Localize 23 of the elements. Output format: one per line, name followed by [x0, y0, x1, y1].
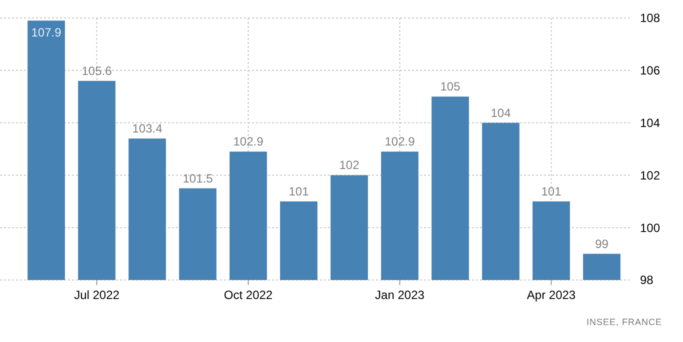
y-tick-label: 102: [640, 168, 660, 182]
y-tick-label: 106: [640, 64, 660, 78]
y-tick-label: 100: [640, 220, 660, 235]
data-label: 105.6: [82, 64, 112, 78]
data-label: 104: [490, 106, 512, 120]
y-tick-label: 98: [640, 273, 654, 288]
x-tick-label: Apr 2023: [526, 288, 576, 302]
y-tick-label: 108: [640, 11, 660, 26]
x-tick-label: Oct 2022: [224, 288, 273, 302]
x-tick-label: Jul 2022: [74, 288, 120, 302]
data-label: 103.4: [132, 122, 163, 136]
data-label: 101.5: [182, 171, 214, 186]
data-label: 107.9: [31, 26, 62, 40]
data-label: 99: [595, 236, 609, 251]
data-label: 102.9: [233, 134, 264, 149]
text: INSEE, FRANCE: [586, 317, 662, 327]
data-label: 105: [440, 80, 461, 94]
data-label: 101: [541, 184, 562, 198]
data-label: 102: [339, 158, 360, 172]
x-tick-label: Jan 2023: [375, 288, 425, 302]
data-label: 102.9: [384, 134, 416, 149]
data-label: 101: [288, 184, 310, 198]
y-tick-label: 104: [640, 116, 660, 130]
